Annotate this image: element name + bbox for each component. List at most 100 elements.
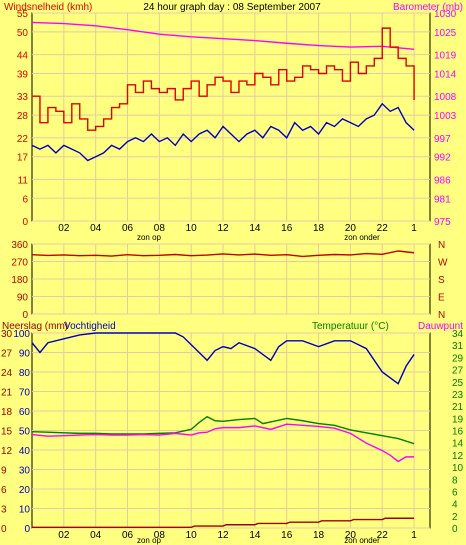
x-tick-label: 16 <box>281 530 293 541</box>
rain-tick-label: 3 <box>1 505 7 516</box>
humidity-tick-label: 50 <box>19 427 31 438</box>
temperature-tick-label: 8 <box>452 475 458 486</box>
wind-tick-label: 50 <box>17 28 29 39</box>
direction-panel-grid <box>32 243 430 315</box>
baro-tick-label: 1019 <box>434 51 457 62</box>
humidity-tick-label: 80 <box>19 368 31 379</box>
temperature-tick-label: 23 <box>452 390 464 401</box>
humidity-tick-label: 30 <box>19 466 31 477</box>
baro-tick-label: 975 <box>434 217 451 228</box>
temperature-tick-label: 6 <box>452 487 458 498</box>
humidity-tick-label: 100 <box>13 329 30 340</box>
x-tick-label: 04 <box>90 223 102 234</box>
humidity-tick-label: 70 <box>19 388 31 399</box>
temperature-axis-title: Temperatuur (°C) <box>312 321 389 332</box>
x-tick-label: 06 <box>122 223 134 234</box>
direction-tick-label: 180 <box>11 275 28 286</box>
temperature-tick-label: 0 <box>452 524 458 535</box>
temperature-tick-label: 34 <box>452 329 464 340</box>
direction-tick-label: 360 <box>11 240 28 251</box>
rain-tick-label: 12 <box>1 446 13 457</box>
baro-tick-label: 981 <box>434 194 451 205</box>
compass-label: N <box>438 240 445 251</box>
baro-tick-label: 1008 <box>434 92 457 103</box>
sunset-label: zon onder <box>344 233 380 242</box>
compass-label: N <box>438 310 445 321</box>
baro-tick-label: 1003 <box>434 111 457 122</box>
baro-tick-label: 997 <box>434 134 451 145</box>
wind-panel-frame <box>31 12 431 222</box>
x-tick-label: 20 <box>345 223 357 234</box>
rain-tick-label: 6 <box>1 485 7 496</box>
barometer-line <box>31 21 415 51</box>
temperature-line <box>31 415 415 445</box>
x-tick-label: 16 <box>281 223 293 234</box>
wind-panel-series <box>31 21 415 162</box>
sunset-label-bottom: zon onder <box>344 536 380 545</box>
humidity-tick-label: 40 <box>19 446 31 457</box>
x-tick-label: 08 <box>154 530 166 541</box>
baro-tick-label: 992 <box>434 153 451 164</box>
x-tick-label: 12 <box>217 223 229 234</box>
humidity-panel-grid <box>32 332 430 529</box>
x-tick-label: 06 <box>122 530 134 541</box>
dewpoint-line <box>31 423 415 463</box>
x-tick-label: 02 <box>58 530 70 541</box>
direction-tick-label: 270 <box>11 258 28 269</box>
rain-tick-label: 15 <box>1 427 13 438</box>
temperature-tick-label: 16 <box>452 427 464 438</box>
x-tick-label: 12 <box>217 530 229 541</box>
wind-direction-line <box>31 250 415 258</box>
chart-title: 24 hour graph day : 08 September 2007 <box>143 2 321 13</box>
temperature-tick-label: 10 <box>452 463 464 474</box>
temperature-tick-label: 21 <box>452 402 464 413</box>
x-tick-label: 18 <box>313 530 325 541</box>
rain-tick-label: 21 <box>1 388 13 399</box>
rain-tick-label: 30 <box>1 329 13 340</box>
temperature-tick-label: 19 <box>452 414 464 425</box>
x-tick-label: 04 <box>90 530 102 541</box>
humidity-tick-label: 10 <box>19 505 31 516</box>
x-tick-label: 14 <box>249 223 261 234</box>
x-tick-label: 1 <box>411 223 417 234</box>
direction-panel-series <box>31 250 415 258</box>
temperature-tick-label: 27 <box>452 366 464 377</box>
sunrise-label: zon op <box>137 233 162 242</box>
wind-tick-label: 6 <box>22 194 28 205</box>
baro-tick-label: 1014 <box>434 70 457 81</box>
rain-tick-label: 27 <box>1 349 13 360</box>
dewpoint-axis-title: Dauwpunt <box>418 321 463 332</box>
rain-axis-title: Neerslag (mm) <box>2 321 68 332</box>
x-tick-label: 22 <box>377 223 389 234</box>
wind-tick-label: 33 <box>17 92 29 103</box>
sunrise-label-bottom: zon op <box>137 536 162 545</box>
humidity-tick-label: 20 <box>19 485 31 496</box>
wind-panel-grid <box>32 12 430 222</box>
baro-tick-label: 986 <box>434 175 451 186</box>
temperature-tick-label: 25 <box>452 378 464 389</box>
wind-average-line <box>31 102 415 162</box>
x-tick-label: 20 <box>345 530 357 541</box>
compass-label: W <box>438 258 448 269</box>
humidity-tick-label: 0 <box>24 524 30 535</box>
humidity-tick-label: 60 <box>19 407 31 418</box>
temperature-tick-label: 12 <box>452 451 464 462</box>
x-tick-label: 02 <box>58 223 70 234</box>
compass-label: E <box>438 293 445 304</box>
wind-tick-label: 39 <box>17 70 29 81</box>
baro-tick-label: 1025 <box>434 28 457 39</box>
barometer-axis-title: Barometer (mb) <box>393 2 463 13</box>
wind-tick-label: 28 <box>17 111 29 122</box>
humidity-panel-series <box>31 332 415 529</box>
x-tick-label: 10 <box>186 223 198 234</box>
wind-tick-label: 17 <box>17 153 29 164</box>
compass-label: S <box>438 275 445 286</box>
x-tick-label: 14 <box>249 530 261 541</box>
temperature-tick-label: 4 <box>452 500 458 511</box>
temperature-tick-label: 31 <box>452 341 464 352</box>
